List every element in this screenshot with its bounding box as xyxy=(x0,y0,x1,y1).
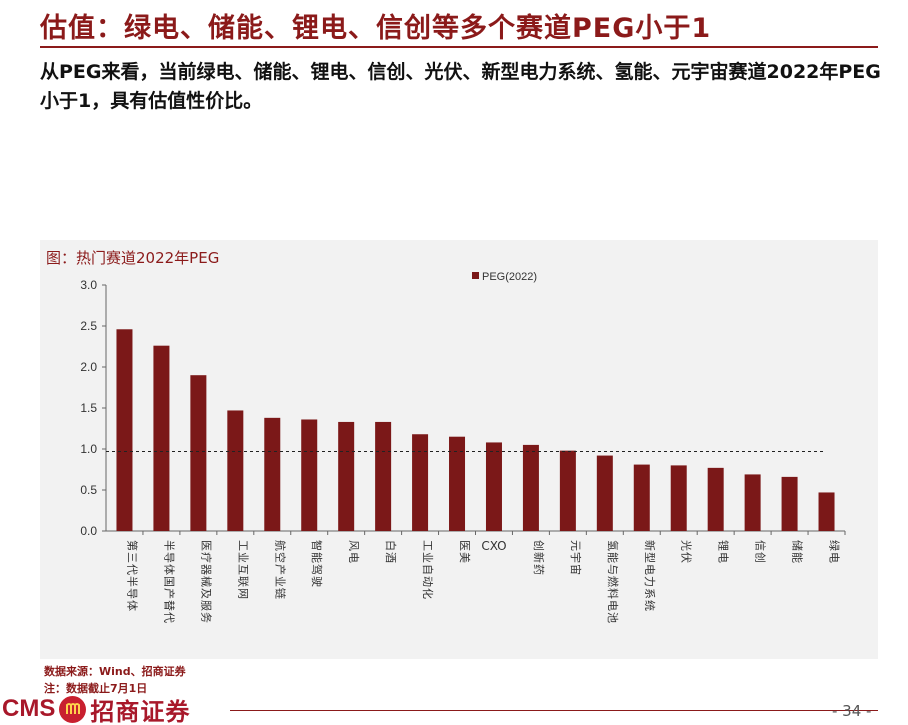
bar-10 xyxy=(449,436,466,531)
bar-20 xyxy=(818,492,835,531)
data-source-note: 数据来源：Wind、招商证券 xyxy=(44,665,186,678)
category-label: 信创 xyxy=(754,540,767,564)
bar-18 xyxy=(744,474,761,531)
category-label: 绿电 xyxy=(828,540,842,564)
category-label: 氢能与燃料电池 xyxy=(606,540,620,624)
category-label: 新型电力系统 xyxy=(643,540,657,612)
title-divider xyxy=(40,46,878,48)
y-tick-label: 2.5 xyxy=(80,319,97,333)
category-label: 工业互联网 xyxy=(236,540,249,600)
bar-15 xyxy=(633,464,650,531)
category-label: 风电 xyxy=(347,540,360,564)
category-label: 半导体国产替代 xyxy=(162,540,176,624)
bar-1 xyxy=(116,329,133,531)
category-label: 工业自动化 xyxy=(421,540,435,600)
category-label: 储能 xyxy=(791,540,805,564)
slide-title: 估值：绿电、储能、锂电、信创等多个赛道PEG小于1 xyxy=(40,13,712,44)
bar-16 xyxy=(670,465,687,531)
category-label: 光伏 xyxy=(680,540,694,564)
bar-5 xyxy=(264,417,281,531)
category-label: 航空产业链 xyxy=(273,540,287,600)
category-label: CXO xyxy=(481,539,506,553)
page-number: - 34 - xyxy=(832,702,872,720)
category-label: 智能驾驶 xyxy=(310,540,324,588)
bar-4 xyxy=(227,410,244,531)
logo-emblem-icon xyxy=(59,695,87,723)
category-label: 白酒 xyxy=(384,540,398,564)
bar-6 xyxy=(301,419,318,531)
bar-13 xyxy=(559,450,576,531)
bar-12 xyxy=(522,444,539,531)
category-label: 医疗器械及服务 xyxy=(199,540,213,624)
y-tick-label: 2.0 xyxy=(80,360,97,374)
category-label: 医美 xyxy=(458,540,471,564)
y-tick-label: 1.0 xyxy=(80,442,97,456)
chart-caption: 图：热门赛道2022年PEG xyxy=(46,249,220,267)
category-label: 元宇宙 xyxy=(569,540,583,576)
bar-14 xyxy=(596,455,613,531)
logo-chinese-text: 招商证券 xyxy=(90,697,191,725)
logo-latin-text: CMS xyxy=(2,695,56,722)
category-label: 创新药 xyxy=(532,540,546,576)
y-tick-label: 0.5 xyxy=(80,483,97,497)
bar-9 xyxy=(412,434,429,531)
bar-7 xyxy=(338,421,355,531)
category-label: 第三代半导体 xyxy=(125,540,139,612)
peg-bar-chart: 0.0 0.5 1.0 1.5 2.0 2.5 3.0 第三代半导体 半导体国产替代 医疗器械及服… xyxy=(80,271,846,624)
bar-8 xyxy=(375,421,392,531)
summary-text: 从PEG来看，当前绿电、储能、锂电、信创、光伏、新型电力系统、氢能、元宇宙赛道2… xyxy=(40,61,881,112)
legend-label: PEG(2022) xyxy=(482,271,537,283)
y-tick-label: 0.0 xyxy=(80,524,97,538)
footer-divider xyxy=(230,710,878,711)
y-tick-label: 3.0 xyxy=(80,278,97,292)
bar-3 xyxy=(190,375,207,531)
bar-17 xyxy=(707,467,724,531)
company-logo: CMS 招商证券 xyxy=(2,694,191,725)
bar-2 xyxy=(153,345,170,531)
data-cutoff-note: 注：数据截止7月1日 xyxy=(44,682,148,695)
bar-11 xyxy=(485,442,502,531)
bar-19 xyxy=(781,476,798,531)
y-tick-label: 1.5 xyxy=(80,401,97,415)
legend-swatch xyxy=(472,272,479,279)
category-label: 锂电 xyxy=(717,540,731,564)
